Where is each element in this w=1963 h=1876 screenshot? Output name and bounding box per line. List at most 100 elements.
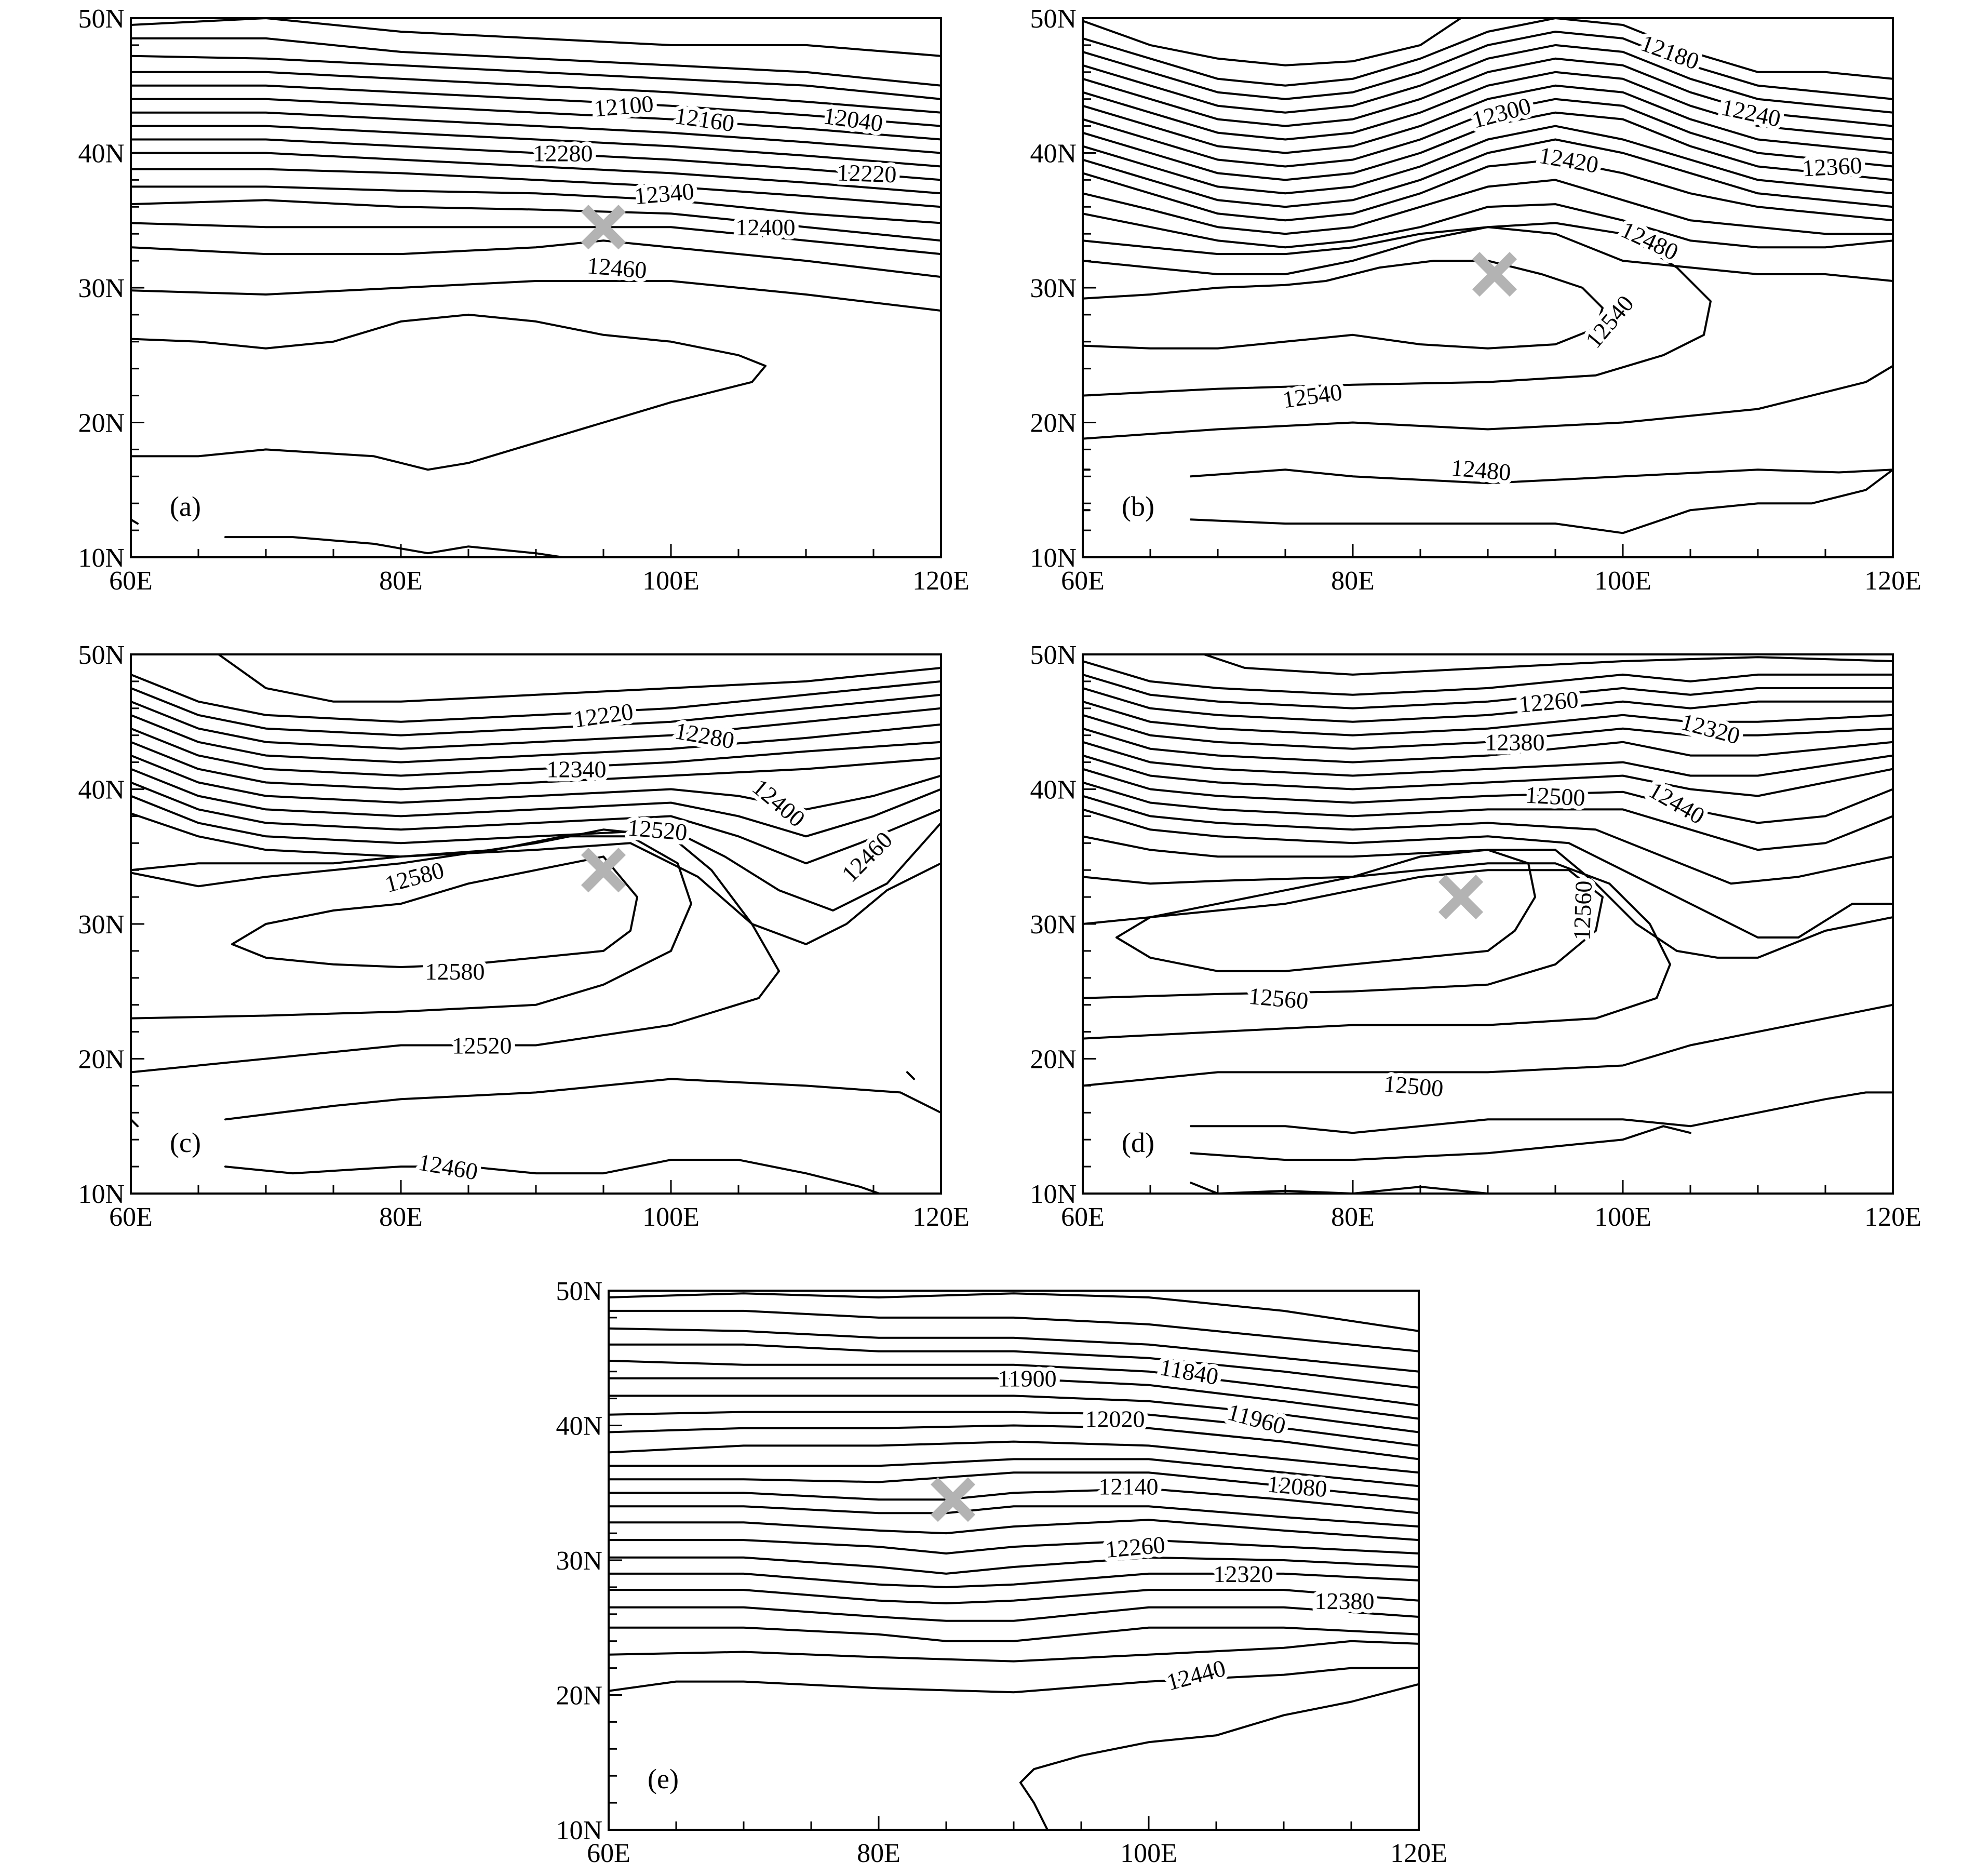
contour-line <box>609 1589 1419 1604</box>
contour-line <box>609 1505 1419 1528</box>
panel-label: (b) <box>1122 491 1154 522</box>
contour-label-text: 11840 <box>1158 1354 1220 1390</box>
contour-line <box>1083 365 1893 440</box>
contour-label-text: 12260 <box>1105 1531 1166 1563</box>
y-tick-label: 10N <box>78 1180 125 1209</box>
contour-line <box>131 239 941 278</box>
contour-label-text: 12160 <box>673 102 736 137</box>
contour-line <box>1203 654 1893 676</box>
contour-label-text: 12180 <box>1637 30 1703 75</box>
contour-line <box>131 280 941 312</box>
contour-line <box>224 1078 941 1121</box>
contour-line <box>131 168 941 208</box>
contour-group <box>131 654 941 1194</box>
contour-line <box>1083 869 1604 999</box>
y-tick-label: 10N <box>1030 543 1077 573</box>
contour-line <box>1083 768 1893 824</box>
contour-label-text: 12080 <box>1266 1470 1328 1502</box>
contour-line <box>609 1556 1419 1575</box>
contour-line <box>131 835 692 1020</box>
contour-label-text: 12480 <box>1450 454 1512 486</box>
contour-line <box>231 855 638 968</box>
contour-line <box>131 768 941 838</box>
contour-line <box>131 714 941 763</box>
contour-label-halo: 12380 <box>1315 1588 1375 1614</box>
x-tick-label: 100E <box>1594 1202 1651 1232</box>
panel-label: (d) <box>1122 1127 1154 1158</box>
x-tick-label: 120E <box>912 1202 970 1232</box>
contour-label-text: 12460 <box>837 826 897 887</box>
contour-line <box>131 700 941 750</box>
contour-label-text: 12580 <box>425 958 485 985</box>
contour-line <box>1190 1182 1489 1194</box>
contour-line <box>609 1667 1419 1694</box>
contour-line <box>1083 18 1462 66</box>
contour-line <box>609 1424 1419 1460</box>
contour-label-text: 12260 <box>1518 686 1580 718</box>
contour-line <box>609 1377 1419 1420</box>
contour-line <box>1083 754 1893 797</box>
contour-line <box>1083 18 1893 87</box>
y-tick-label: 30N <box>1030 910 1077 940</box>
contour-line <box>1083 700 1893 736</box>
contour-label-text: 12560 <box>1247 983 1309 1014</box>
contour-line <box>131 741 941 790</box>
contour-line <box>131 185 941 224</box>
contour-group <box>1083 654 1893 1194</box>
contour-label-text: 12500 <box>1525 782 1586 811</box>
contour-label-halo: 12400 <box>736 214 796 240</box>
contour-line <box>1083 203 1893 249</box>
panel-d: 60E 80E 100E 120E10N20N30N40N50N12260122601… <box>1030 640 1921 1232</box>
x-tick-label: 80E <box>379 566 423 596</box>
panel-label: (a) <box>170 491 201 522</box>
contour-line <box>131 795 941 912</box>
contour-label-text: 12380 <box>1485 729 1545 756</box>
contour-line <box>1083 687 1893 723</box>
contour-label-text: 12400 <box>747 773 810 832</box>
contour-label-halo: 12020 <box>1085 1406 1145 1432</box>
contour-line <box>609 1292 1419 1332</box>
x-tick-label: 100E <box>642 1202 700 1232</box>
contour-line <box>1083 222 1712 397</box>
contour-line <box>609 1458 1419 1488</box>
contour-line <box>131 84 941 127</box>
contour-line <box>131 71 941 114</box>
contour-label-halo: 12380 <box>1485 729 1545 756</box>
contour-line <box>1083 714 1893 750</box>
contour-line <box>1083 71 1893 141</box>
contour-label-text: 12300 <box>1469 92 1534 133</box>
x-tick-label: 120E <box>1864 1202 1921 1232</box>
panel-label: (c) <box>170 1127 201 1158</box>
contour-line <box>609 1572 1419 1588</box>
contour-line <box>131 222 941 256</box>
location-marker-x <box>581 205 626 250</box>
contour-line <box>1083 260 1604 350</box>
contour-label-text: 12280 <box>533 140 593 167</box>
contour-label-text: 12460 <box>586 252 648 284</box>
contour-label-halo: 12580 <box>425 958 485 985</box>
contour-line <box>1083 741 1893 777</box>
x-tick-label: 100E <box>1594 566 1651 596</box>
y-tick-label: 20N <box>1030 1045 1077 1075</box>
contour-label-text: 12240 <box>1719 93 1783 132</box>
contour-label-halo: 12140 <box>1099 1473 1159 1499</box>
